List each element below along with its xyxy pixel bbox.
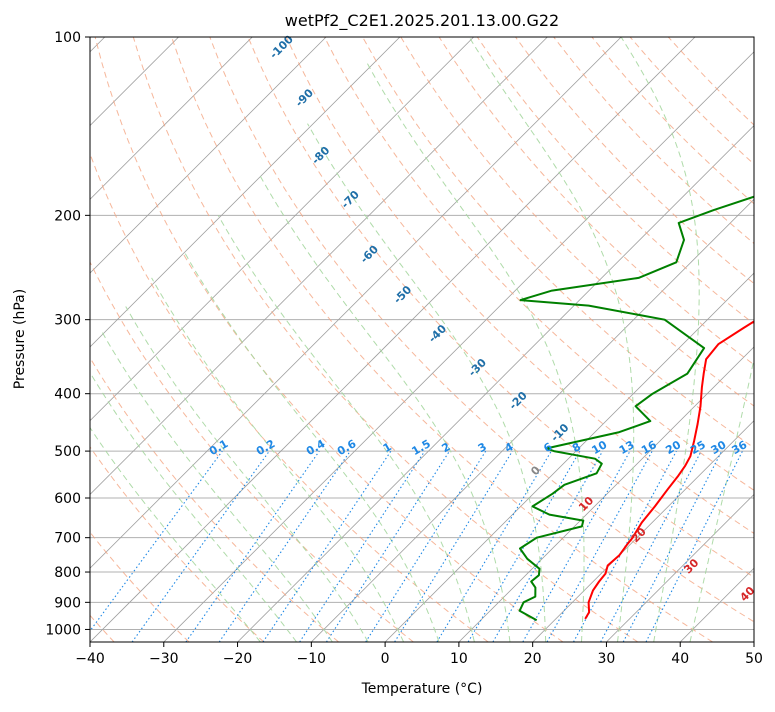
y-tick-label: 300 bbox=[54, 313, 81, 329]
y-tick-label: 700 bbox=[54, 531, 81, 547]
y-tick-label: 1000 bbox=[45, 622, 81, 638]
y-tick-label: 100 bbox=[54, 30, 81, 46]
y-axis-title: Pressure (hPa) bbox=[12, 289, 28, 389]
y-tick-label: 400 bbox=[54, 387, 81, 403]
x-tick-label: 30 bbox=[598, 651, 616, 667]
y-tick-label: 800 bbox=[54, 565, 81, 581]
x-tick-label: 10 bbox=[450, 651, 468, 667]
y-tick-label: 900 bbox=[54, 595, 81, 611]
x-tick-label: −10 bbox=[297, 651, 327, 667]
x-axis-title: Temperature (°C) bbox=[361, 681, 483, 697]
x-tick-label: −40 bbox=[75, 651, 105, 667]
y-tick-label: 500 bbox=[54, 444, 81, 460]
x-tick-label: 20 bbox=[524, 651, 542, 667]
x-tick-label: −20 bbox=[223, 651, 253, 667]
chart-title: wetPf2_C2E1.2025.201.13.00.G22 bbox=[285, 11, 559, 31]
y-tick-label: 600 bbox=[54, 491, 81, 507]
y-tick-label: 200 bbox=[54, 208, 81, 224]
x-tick-label: 0 bbox=[381, 651, 390, 667]
x-tick-label: 40 bbox=[671, 651, 689, 667]
x-tick-label: 50 bbox=[745, 651, 763, 667]
x-tick-label: −30 bbox=[149, 651, 179, 667]
